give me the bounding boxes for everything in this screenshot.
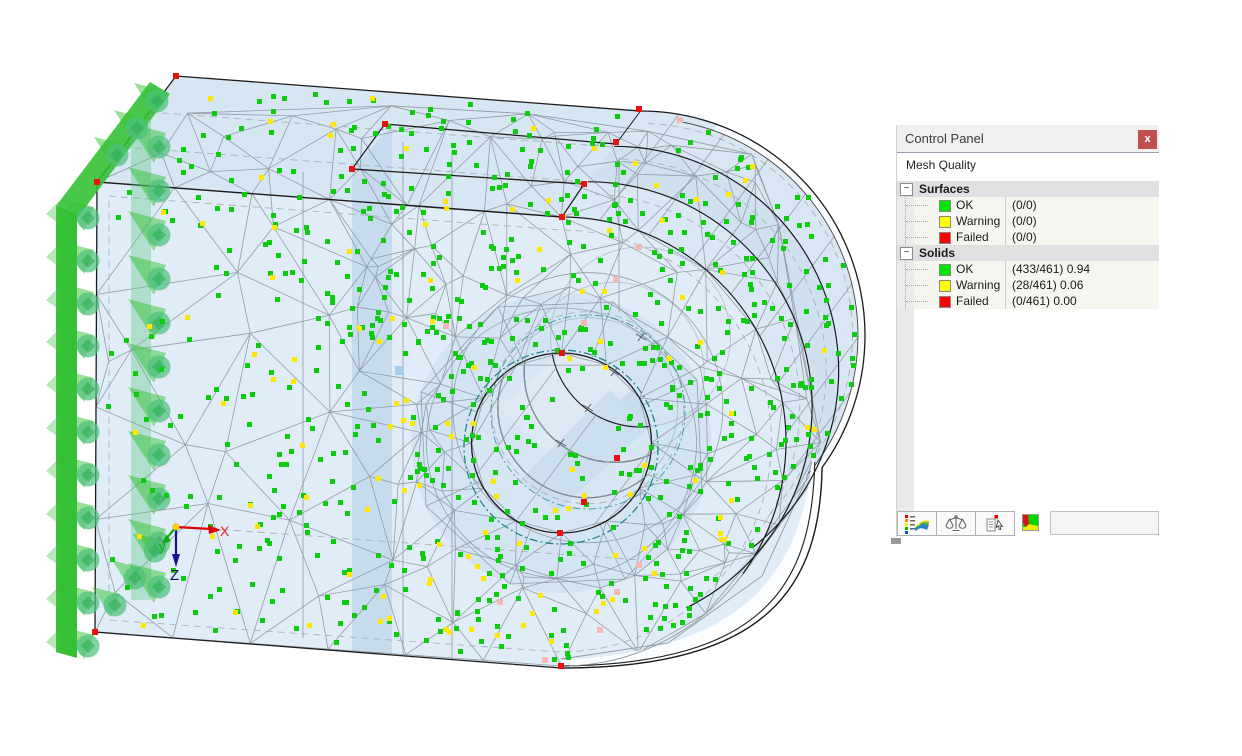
svg-text:Z: Z xyxy=(170,567,179,584)
svg-text:X: X xyxy=(220,523,230,539)
svg-text:y: y xyxy=(159,539,166,554)
